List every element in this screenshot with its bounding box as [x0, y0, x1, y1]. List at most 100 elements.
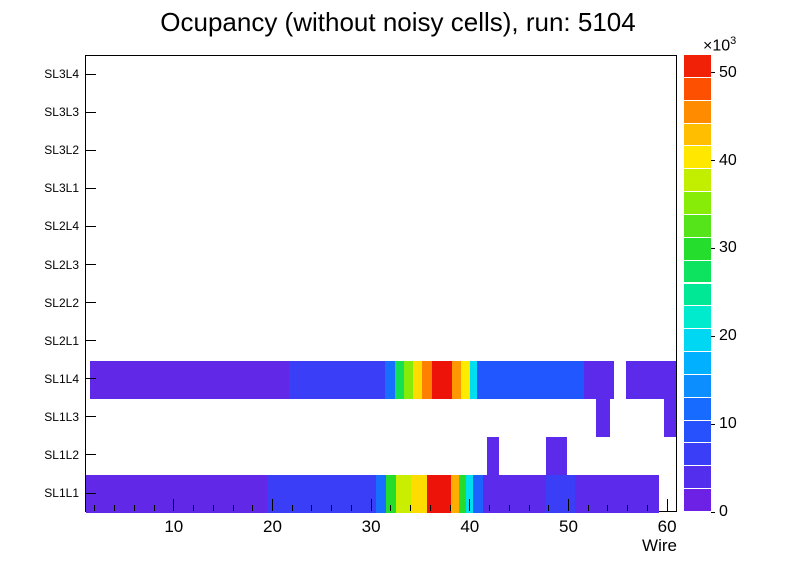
x-axis-minor-tick [331, 505, 333, 511]
y-axis-label: SL1L4 [44, 371, 79, 386]
colorbar-tick-label: 50 [719, 63, 737, 81]
heatmap-cell [427, 474, 452, 513]
y-axis-label: SL3L2 [44, 143, 79, 158]
heatmap-cell [412, 360, 423, 399]
heatmap-cell [476, 360, 585, 399]
x-axis-tick-label: 30 [361, 517, 381, 536]
heatmap-cell [432, 360, 453, 399]
x-axis-minor-tick [548, 505, 550, 511]
x-axis-minor-tick [528, 505, 530, 511]
y-axis-tick [85, 264, 96, 265]
colorbar-tick [711, 511, 715, 513]
heatmap-cell [664, 398, 677, 437]
colorbar-step [684, 466, 711, 489]
colorbar-step [684, 397, 711, 420]
colorbar-step [684, 489, 711, 511]
colorbar-tick [711, 247, 715, 249]
heatmap-cell [385, 474, 396, 513]
x-axis-major-tick [666, 499, 668, 511]
heatmap-cell [289, 360, 385, 399]
heatmap-cell [384, 360, 395, 399]
colorbar-tick [711, 335, 715, 337]
heatmap-cell [394, 360, 404, 399]
colorbar-tick [711, 72, 715, 74]
y-axis-tick [85, 378, 96, 380]
colorbar-step [684, 306, 711, 329]
heatmap-cell [486, 436, 500, 475]
colorbar-step [684, 443, 711, 466]
x-axis-minor-tick [291, 505, 293, 511]
heatmap-cell [472, 474, 483, 513]
heatmap-cell [460, 360, 470, 399]
y-axis-tick [85, 187, 96, 189]
colorbar-step [684, 420, 711, 443]
colorbar-exponent-base: ×10 [703, 37, 731, 55]
colorbar-step [684, 146, 711, 169]
y-axis-label: SL1L1 [44, 486, 79, 500]
colorbar-tick-label: 0 [719, 503, 728, 520]
colorbar-tick-label: 10 [719, 415, 737, 433]
colorbar-tick [711, 423, 715, 425]
heatmap-cell [86, 474, 267, 513]
colorbar-tick-label: 20 [719, 327, 737, 345]
colorbar-step [684, 374, 711, 397]
heatmap-cell [625, 360, 677, 399]
colorbar-exponent: ×103 [703, 35, 736, 55]
y-axis-label: SL2L2 [44, 295, 79, 310]
colorbar-step [684, 55, 711, 77]
heatmap-cell [403, 360, 413, 399]
heatmap-cell [451, 474, 459, 513]
heatmap-cell [575, 474, 660, 513]
y-axis-tick [85, 225, 96, 227]
x-axis-tick-label: 60 [657, 517, 677, 536]
y-axis-tick [85, 340, 96, 342]
x-axis-minor-tick [94, 505, 96, 511]
y-axis-label: SL3L3 [44, 105, 79, 120]
heatmap-cell [410, 474, 428, 513]
x-axis-major-tick [173, 499, 175, 511]
y-axis-tick [85, 492, 96, 494]
heatmap-cell [584, 360, 614, 399]
colorbar-tick [711, 160, 715, 161]
x-axis-minor-tick [429, 505, 431, 511]
y-axis-label: SL2L4 [44, 219, 79, 234]
x-axis-tick-label: 40 [460, 517, 480, 536]
x-axis-major-tick [469, 499, 471, 511]
colorbar-step [684, 237, 711, 260]
y-axis-label: SL2L1 [44, 333, 79, 348]
heatmap-cell [89, 360, 290, 399]
heatmap-cell [469, 360, 477, 399]
x-axis-minor-tick [449, 505, 451, 511]
x-axis-title: Wire [642, 536, 677, 555]
x-axis-minor-tick [607, 505, 609, 511]
colorbar-step [684, 169, 711, 192]
chart-title: Ocupancy (without noisy cells), run: 510… [160, 7, 636, 37]
y-axis-label: SL1L3 [44, 409, 79, 424]
heatmap-cell [376, 474, 386, 513]
x-axis-minor-tick [153, 505, 155, 511]
heatmap-cell [266, 474, 377, 513]
heatmap-cell [482, 474, 546, 513]
x-axis-minor-tick [587, 505, 589, 511]
colorbar-tick-label: 40 [719, 151, 737, 169]
x-axis-major-tick [568, 499, 569, 511]
heatmap-cell [545, 474, 576, 513]
y-axis-label: SL3L1 [44, 181, 79, 196]
y-axis-tick [85, 111, 96, 113]
heatmap-cell [395, 474, 411, 513]
colorbar-step [684, 260, 711, 283]
x-axis-minor-tick [489, 505, 490, 511]
colorbar-step [684, 192, 711, 214]
x-axis-minor-tick [627, 505, 629, 511]
y-axis-tick [85, 416, 96, 418]
x-axis-tick-label: 20 [263, 517, 282, 536]
y-axis-tick [85, 454, 96, 456]
plot-area [85, 55, 677, 513]
y-axis-tick [85, 73, 96, 75]
colorbar-step [684, 329, 711, 352]
x-axis-major-tick [272, 499, 273, 511]
x-axis-minor-tick [508, 505, 510, 511]
x-axis-minor-tick [390, 505, 392, 511]
heatmap-cell [596, 398, 610, 437]
